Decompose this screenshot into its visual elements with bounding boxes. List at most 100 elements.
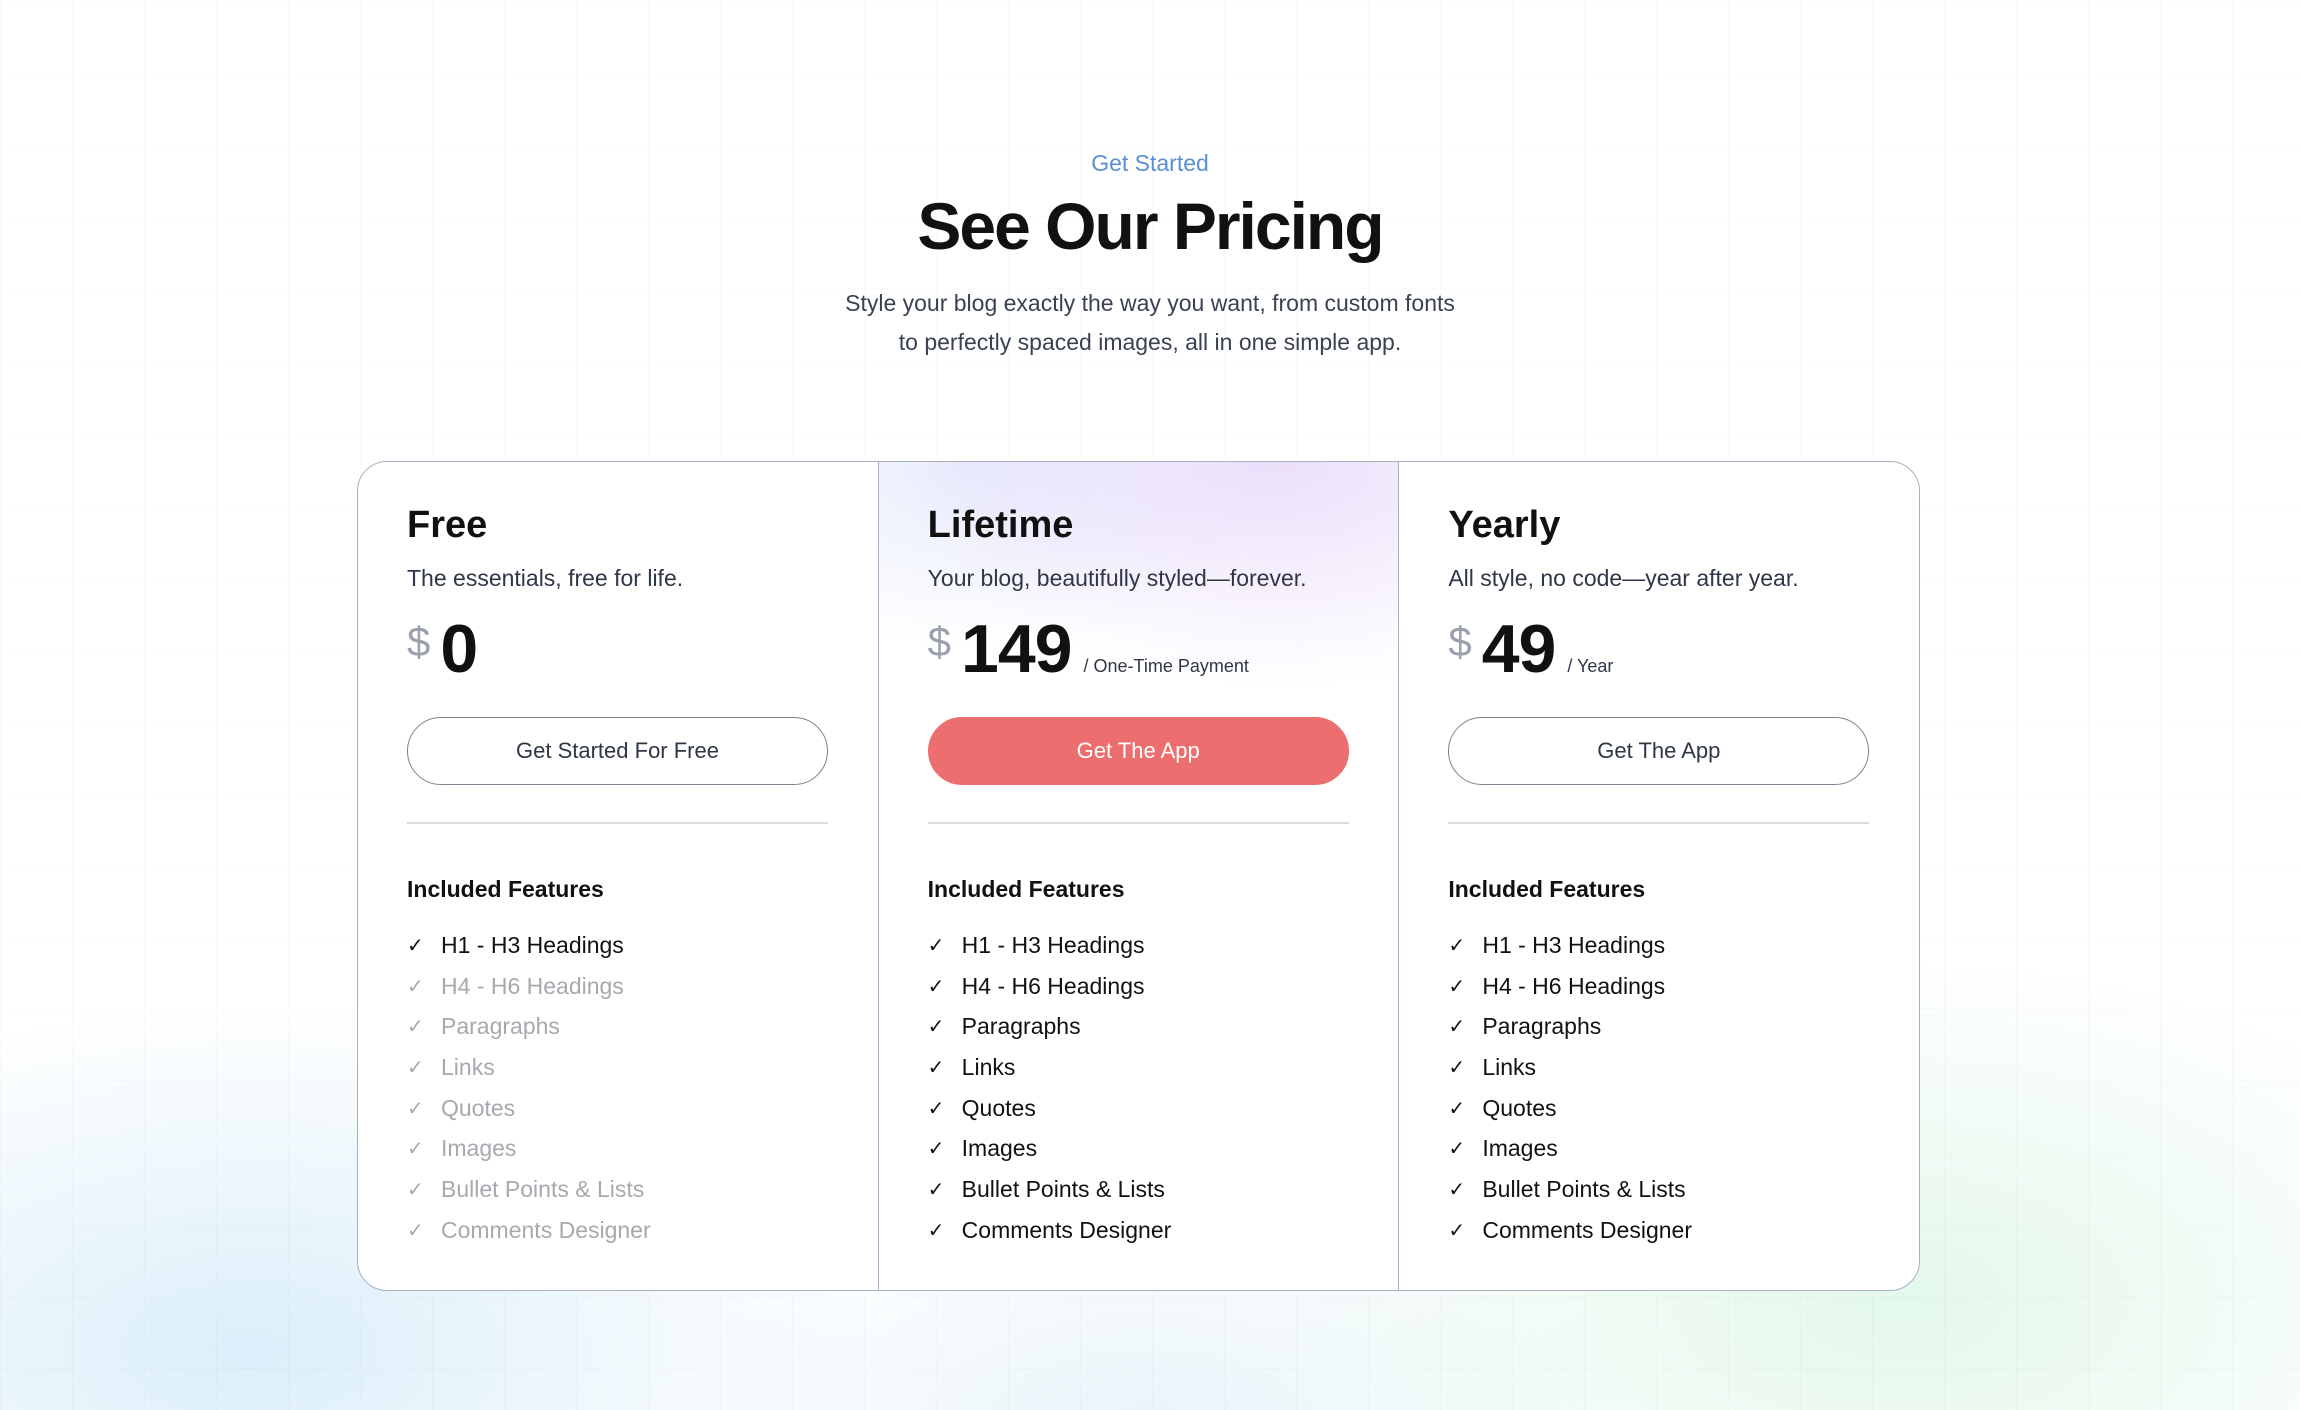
feature-item: ✓ Links: [407, 1047, 651, 1088]
plan-price: $ 149 / One-Time Payment: [928, 610, 1249, 688]
feature-item: ✓ Links: [928, 1047, 1172, 1088]
features-heading: Included Features: [407, 876, 604, 902]
feature-label: H4 - H6 Headings: [961, 972, 1145, 999]
plan-description: Your blog, beautifully styled—forever.: [927, 565, 1307, 591]
feature-item: ✓ Paragraphs: [1448, 1006, 1692, 1047]
feature-label: Comments Designer: [961, 1216, 1172, 1243]
feature-item: ✓ Bullet Points & Lists: [1448, 1169, 1692, 1210]
check-icon: ✓: [927, 1178, 945, 1201]
check-icon: ✓: [1448, 1138, 1466, 1161]
plan-description: All style, no code—year after year.: [1448, 565, 1799, 591]
price-amount: 49: [1481, 611, 1557, 687]
feature-item: ✓ Images: [1448, 1128, 1692, 1169]
feature-item: ✓ H1 - H3 Headings: [928, 925, 1172, 966]
feature-label: H4 - H6 Headings: [441, 972, 624, 999]
feature-item: ✓ Paragraphs: [407, 1006, 651, 1047]
check-icon: ✓: [407, 1178, 424, 1201]
feature-item: ✓ Images: [928, 1128, 1172, 1169]
feature-label: Bullet Points & Lists: [441, 1175, 645, 1202]
feature-item: ✓ Links: [1448, 1047, 1692, 1088]
plan-description: The essentials, free for life.: [407, 565, 684, 591]
feature-label: Images: [1482, 1135, 1558, 1162]
feature-item: ✓ Quotes: [1448, 1088, 1692, 1129]
currency-symbol: $: [407, 618, 431, 665]
feature-list: ✓ H1 - H3 Headings ✓ H4 - H6 Headings ✓ Parag…: [928, 925, 1172, 1251]
price-period: / Year: [1567, 656, 1614, 676]
feature-item: ✓ Comments Designer: [928, 1210, 1172, 1251]
price-period: / One-Time Payment: [1083, 656, 1249, 676]
feature-label: Comments Designer: [441, 1216, 651, 1243]
feature-label: H1 - H3 Headings: [961, 931, 1145, 958]
feature-item: ✓ Quotes: [407, 1088, 651, 1129]
check-icon: ✓: [407, 1016, 424, 1039]
feature-label: Paragraphs: [441, 1013, 560, 1040]
feature-label: Comments Designer: [1482, 1216, 1692, 1243]
feature-item: ✓ H4 - H6 Headings: [928, 966, 1172, 1007]
check-icon: ✓: [927, 1138, 945, 1161]
feature-label: Quotes: [441, 1094, 516, 1121]
plan-card-lifetime: Lifetime Your blog, beautifully styled—f…: [879, 462, 1400, 1290]
subtitle-line: to perfectly spaced images, all in one s…: [898, 329, 1402, 355]
check-icon: ✓: [407, 1219, 424, 1242]
plan-cta-button[interactable]: Get The App: [1448, 717, 1870, 785]
feature-label: Paragraphs: [961, 1013, 1081, 1040]
feature-item: ✓ Paragraphs: [928, 1006, 1172, 1047]
feature-list: ✓ H1 - H3 Headings ✓ H4 - H6 Headings ✓ Parag…: [1448, 925, 1692, 1251]
currency-symbol: $: [1448, 618, 1472, 665]
plan-name: Lifetime: [927, 504, 1074, 546]
check-icon: ✓: [1448, 975, 1466, 998]
divider: [927, 822, 1349, 824]
plan-price: $ 49 / Year: [1448, 610, 1613, 688]
subtitle-line: Style your blog exactly the way you want…: [845, 290, 1455, 316]
price-amount: 149: [961, 611, 1072, 687]
feature-label: Images: [441, 1135, 517, 1162]
feature-item: ✓ Bullet Points & Lists: [928, 1169, 1172, 1210]
feature-label: Bullet Points & Lists: [961, 1175, 1165, 1202]
check-icon: ✓: [1448, 1219, 1466, 1242]
features-heading: Included Features: [1448, 876, 1646, 902]
plan-name: Free: [407, 504, 488, 546]
feature-label: H1 - H3 Headings: [1482, 931, 1666, 958]
check-icon: ✓: [407, 934, 424, 957]
feature-item: ✓ Bullet Points & Lists: [407, 1169, 651, 1210]
feature-item: ✓ Comments Designer: [1448, 1210, 1692, 1251]
plan-cta-button[interactable]: Get Started For Free: [407, 717, 828, 785]
plan-card-free: Free The essentials, free for life. $ 0 …: [358, 462, 879, 1290]
check-icon: ✓: [407, 975, 424, 998]
check-icon: ✓: [1448, 1097, 1466, 1120]
feature-item: ✓ H1 - H3 Headings: [1448, 925, 1692, 966]
feature-item: ✓ H1 - H3 Headings: [407, 925, 651, 966]
check-icon: ✓: [1448, 1056, 1466, 1079]
feature-item: ✓ Images: [407, 1128, 651, 1169]
feature-label: Images: [961, 1135, 1038, 1162]
feature-item: ✓ H4 - H6 Headings: [1448, 966, 1692, 1007]
divider: [1448, 822, 1870, 824]
plan-price: $ 0: [407, 610, 478, 688]
feature-label: Quotes: [1482, 1094, 1557, 1121]
feature-label: Bullet Points & Lists: [1482, 1175, 1686, 1202]
check-icon: ✓: [927, 1097, 945, 1120]
feature-label: Links: [441, 1053, 495, 1080]
eyebrow-label: Get Started: [1091, 150, 1209, 176]
check-icon: ✓: [1448, 934, 1466, 957]
pricing-cards: Free The essentials, free for life. $ 0 …: [357, 461, 1920, 1291]
check-icon: ✓: [1448, 1016, 1466, 1039]
feature-label: Links: [961, 1053, 1016, 1080]
features-heading: Included Features: [927, 876, 1125, 902]
check-icon: ✓: [927, 934, 945, 957]
check-icon: ✓: [407, 1097, 424, 1120]
feature-label: Paragraphs: [1482, 1013, 1602, 1040]
plan-card-yearly: Yearly All style, no code—year after yea…: [1399, 462, 1919, 1290]
plan-cta-button[interactable]: Get The App: [927, 717, 1349, 785]
check-icon: ✓: [927, 1056, 945, 1079]
feature-item: ✓ H4 - H6 Headings: [407, 966, 651, 1007]
check-icon: ✓: [927, 1219, 945, 1242]
plan-name: Yearly: [1448, 504, 1561, 546]
price-amount: 0: [440, 611, 478, 687]
feature-list: ✓ H1 - H3 Headings ✓ H4 - H6 Headings ✓ Parag…: [407, 925, 651, 1251]
check-icon: ✓: [927, 975, 945, 998]
feature-item: ✓ Comments Designer: [407, 1210, 651, 1251]
page-subtitle: Style your blog exactly the way you want…: [0, 284, 2300, 362]
feature-item: ✓ Quotes: [928, 1088, 1172, 1129]
check-icon: ✓: [927, 1016, 945, 1039]
